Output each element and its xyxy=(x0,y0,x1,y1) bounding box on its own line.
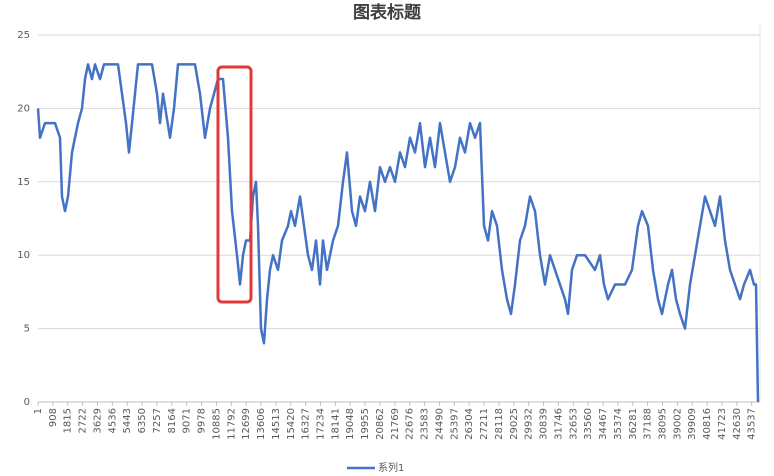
x-tick-label: 42630 xyxy=(732,408,743,440)
x-tick-label: 41723 xyxy=(717,408,728,440)
x-tick-label: 43537 xyxy=(747,408,758,440)
x-tick-label: 1 xyxy=(33,408,44,414)
x-tick-label: 36281 xyxy=(628,408,639,440)
x-tick-label: 17234 xyxy=(316,408,327,440)
y-tick-label: 5 xyxy=(24,324,30,335)
legend-label: 系列1 xyxy=(378,461,404,474)
x-tick-label: 30839 xyxy=(539,408,550,440)
x-tick-label: 8164 xyxy=(167,408,178,433)
x-tick-label: 14513 xyxy=(271,408,282,440)
x-tick-label: 40816 xyxy=(702,408,713,440)
x-tick-label: 16327 xyxy=(301,408,312,440)
x-tick-label: 9978 xyxy=(197,408,208,433)
x-tick-label: 35374 xyxy=(613,408,624,440)
x-tick-label: 908 xyxy=(48,408,59,427)
x-tick-label: 20862 xyxy=(375,408,386,440)
x-tick-label: 26304 xyxy=(464,408,475,440)
x-tick-label: 10885 xyxy=(211,408,222,440)
x-tick-label: 4536 xyxy=(107,408,118,433)
legend: 系列1 xyxy=(347,461,404,474)
x-tick-label: 13606 xyxy=(256,408,267,440)
x-tick-label: 6350 xyxy=(137,408,148,433)
x-tick-label: 27211 xyxy=(479,408,490,440)
x-tick-label: 33560 xyxy=(583,408,594,440)
x-tick-label: 39002 xyxy=(672,408,683,440)
x-tick-label: 28118 xyxy=(494,408,505,440)
x-tick-label: 31746 xyxy=(553,408,564,440)
x-tick-label: 22676 xyxy=(405,408,416,440)
x-tick-label: 18141 xyxy=(330,408,341,440)
x-tick-label: 3629 xyxy=(92,408,103,433)
x-tick-label: 23583 xyxy=(420,408,431,440)
x-tick-label: 24490 xyxy=(434,408,445,440)
x-tick-label: 32653 xyxy=(568,408,579,440)
x-tick-label: 11792 xyxy=(226,408,237,440)
chart-title: 图表标题 xyxy=(353,2,422,23)
y-tick-label: 10 xyxy=(17,250,30,261)
series-line xyxy=(36,63,760,403)
x-tick-label: 19048 xyxy=(345,408,356,440)
y-tick-label: 0 xyxy=(24,397,30,408)
x-tick-label: 21769 xyxy=(390,408,401,440)
x-tick-label: 19955 xyxy=(360,408,371,440)
y-tick-label: 20 xyxy=(17,103,30,114)
x-tick-label: 1815 xyxy=(63,408,74,433)
x-tick-label: 34467 xyxy=(598,408,609,440)
plot xyxy=(36,63,760,403)
x-tick-label: 5443 xyxy=(122,408,133,433)
x-tick-label: 29932 xyxy=(524,408,535,440)
x-tick-label: 29025 xyxy=(509,408,520,440)
x-tick-label: 7257 xyxy=(152,408,163,433)
x-tick-label: 37188 xyxy=(643,408,654,440)
axes: 0 5 10 15 20 25 1 908 1815 2722 3629 4536 5443 6350 72… xyxy=(17,25,761,440)
x-tick-label: 39909 xyxy=(687,408,698,440)
x-tick-label: 2722 xyxy=(78,408,89,433)
x-tick-label: 38095 xyxy=(657,408,668,440)
x-tick-label: 15420 xyxy=(286,408,297,440)
highlight-box xyxy=(216,65,253,304)
x-tick-label: 25397 xyxy=(449,408,460,440)
y-tick-label: 15 xyxy=(17,177,30,188)
x-tick-label: 9071 xyxy=(182,408,193,433)
x-tick-label: 12699 xyxy=(241,408,252,440)
y-tick-label: 25 xyxy=(17,30,30,41)
